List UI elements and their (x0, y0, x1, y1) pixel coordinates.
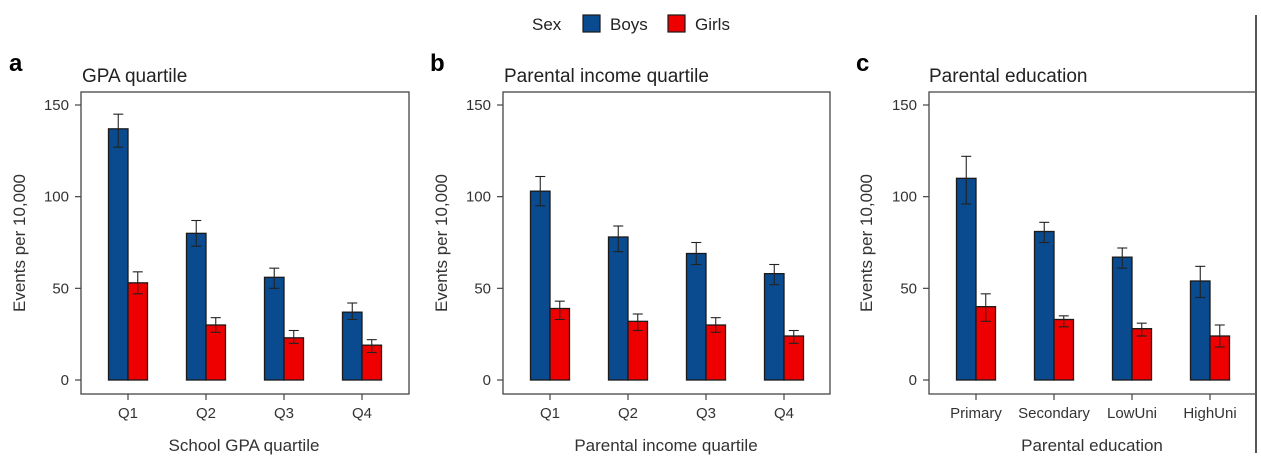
error-bar-a-boys-0 (113, 113, 124, 148)
error-bar-b-girls-3 (788, 329, 799, 344)
bar-c-boys-2 (1111, 256, 1133, 381)
bar-b-girls-2 (705, 324, 727, 381)
x-tick-label-a-3: Q4 (352, 405, 372, 422)
error-bar-a-girls-0 (132, 271, 143, 295)
plot-frame-c (928, 91, 1256, 395)
bar-b-boys-3 (763, 273, 785, 381)
y-tick-label-c-150: 150 (892, 97, 917, 114)
error-bar-c-girls-1 (1058, 315, 1069, 328)
x-tick-label-c-0: Primary (950, 405, 1002, 422)
x-tick-label-c-1: Secondary (1018, 405, 1090, 422)
y-axis-title-b: Events per 10,000 (432, 174, 451, 312)
bar-c-girls-1 (1053, 318, 1075, 381)
y-tick-label-b-100: 100 (466, 189, 491, 206)
x-tick-label-a-0: Q1 (118, 405, 138, 422)
x-tick-label-b-1: Q2 (618, 405, 638, 422)
x-tick-label-b-3: Q4 (774, 405, 794, 422)
error-bar-a-girls-1 (210, 317, 221, 333)
error-bar-b-girls-0 (554, 300, 565, 321)
legend: Sex Boys Girls (532, 14, 730, 34)
y-tick-label-b-150: 150 (466, 97, 491, 114)
error-bar-c-boys-0 (961, 155, 972, 205)
y-axis-title-a: Events per 10,000 (10, 174, 29, 312)
x-tick-label-c-2: LowUni (1107, 405, 1157, 422)
bar-a-boys-1 (185, 232, 207, 381)
panel-letter-c: c (856, 50, 869, 77)
bar-c-boys-0 (955, 177, 977, 381)
plot-frame-a (80, 91, 410, 395)
error-bar-a-girls-3 (366, 339, 377, 354)
error-bar-b-boys-1 (613, 225, 624, 253)
y-tick-label-a-0: 0 (61, 372, 69, 389)
error-bar-b-boys-3 (769, 263, 780, 286)
error-bar-c-girls-3 (1214, 324, 1225, 348)
error-bar-b-girls-2 (710, 317, 721, 333)
bar-b-boys-1 (607, 236, 629, 381)
error-bar-c-boys-2 (1117, 247, 1128, 269)
plot-frame-b (502, 91, 831, 395)
bar-b-boys-2 (685, 252, 707, 381)
y-tick-label-b-0: 0 (483, 372, 491, 389)
bar-a-boys-3 (341, 311, 363, 381)
legend-swatch-boys (582, 14, 601, 33)
x-tick-label-c-3: HighUni (1183, 405, 1236, 422)
y-tick-label-a-50: 50 (52, 280, 69, 297)
y-tick-label-b-50: 50 (474, 280, 491, 297)
x-axis-title-c: Parental education (1021, 436, 1163, 455)
bar-b-boys-0 (529, 190, 551, 381)
error-bar-b-boys-0 (535, 175, 546, 207)
legend-label-boys: Boys (610, 15, 648, 34)
panel-b: b Parental income quartile Events per 10… (430, 50, 831, 455)
x-tick-label-a-2: Q3 (274, 405, 294, 422)
error-bar-b-boys-2 (691, 241, 702, 266)
error-bar-c-girls-0 (980, 293, 991, 322)
error-bar-b-girls-1 (632, 313, 643, 332)
x-tick-label-b-2: Q3 (696, 405, 716, 422)
legend-swatch-girls (667, 14, 686, 33)
y-tick-label-a-150: 150 (44, 97, 69, 114)
bar-a-boys-2 (263, 276, 285, 381)
y-tick-label-c-100: 100 (892, 189, 917, 206)
x-tick-label-a-1: Q2 (196, 405, 216, 422)
y-axis-title-c: Events per 10,000 (857, 174, 876, 312)
panel-c: c Parental education Events per 10,000 P… (856, 50, 1256, 455)
panel-letter-a: a (9, 50, 23, 77)
panel-title-a: GPA quartile (82, 66, 187, 87)
x-tick-label-b-0: Q1 (540, 405, 560, 422)
error-bar-c-boys-1 (1039, 221, 1050, 244)
x-axis-title-b: Parental income quartile (574, 436, 757, 455)
panel-a: a GPA quartile Events per 10,000 School … (9, 50, 410, 455)
error-bar-a-boys-3 (347, 302, 358, 321)
panel-title-b: Parental income quartile (504, 66, 709, 87)
bar-a-girls-2 (283, 337, 305, 381)
bar-a-girls-0 (127, 282, 149, 381)
legend-title: Sex (532, 15, 562, 34)
bar-a-boys-0 (107, 128, 129, 381)
error-bar-a-girls-2 (288, 329, 299, 344)
bar-a-girls-1 (205, 324, 227, 381)
panel-title-c: Parental education (929, 66, 1087, 87)
y-tick-label-c-0: 0 (909, 372, 917, 389)
y-tick-label-c-50: 50 (900, 280, 917, 297)
error-bar-a-boys-2 (269, 267, 280, 289)
error-bar-a-boys-1 (191, 219, 202, 247)
legend-label-girls: Girls (695, 15, 730, 34)
panel-letter-b: b (430, 50, 445, 77)
error-bar-c-girls-2 (1136, 322, 1147, 337)
x-axis-title-a: School GPA quartile (169, 436, 320, 455)
y-tick-label-a-100: 100 (44, 189, 69, 206)
bar-c-boys-1 (1033, 230, 1055, 381)
error-bar-c-boys-3 (1195, 265, 1206, 299)
